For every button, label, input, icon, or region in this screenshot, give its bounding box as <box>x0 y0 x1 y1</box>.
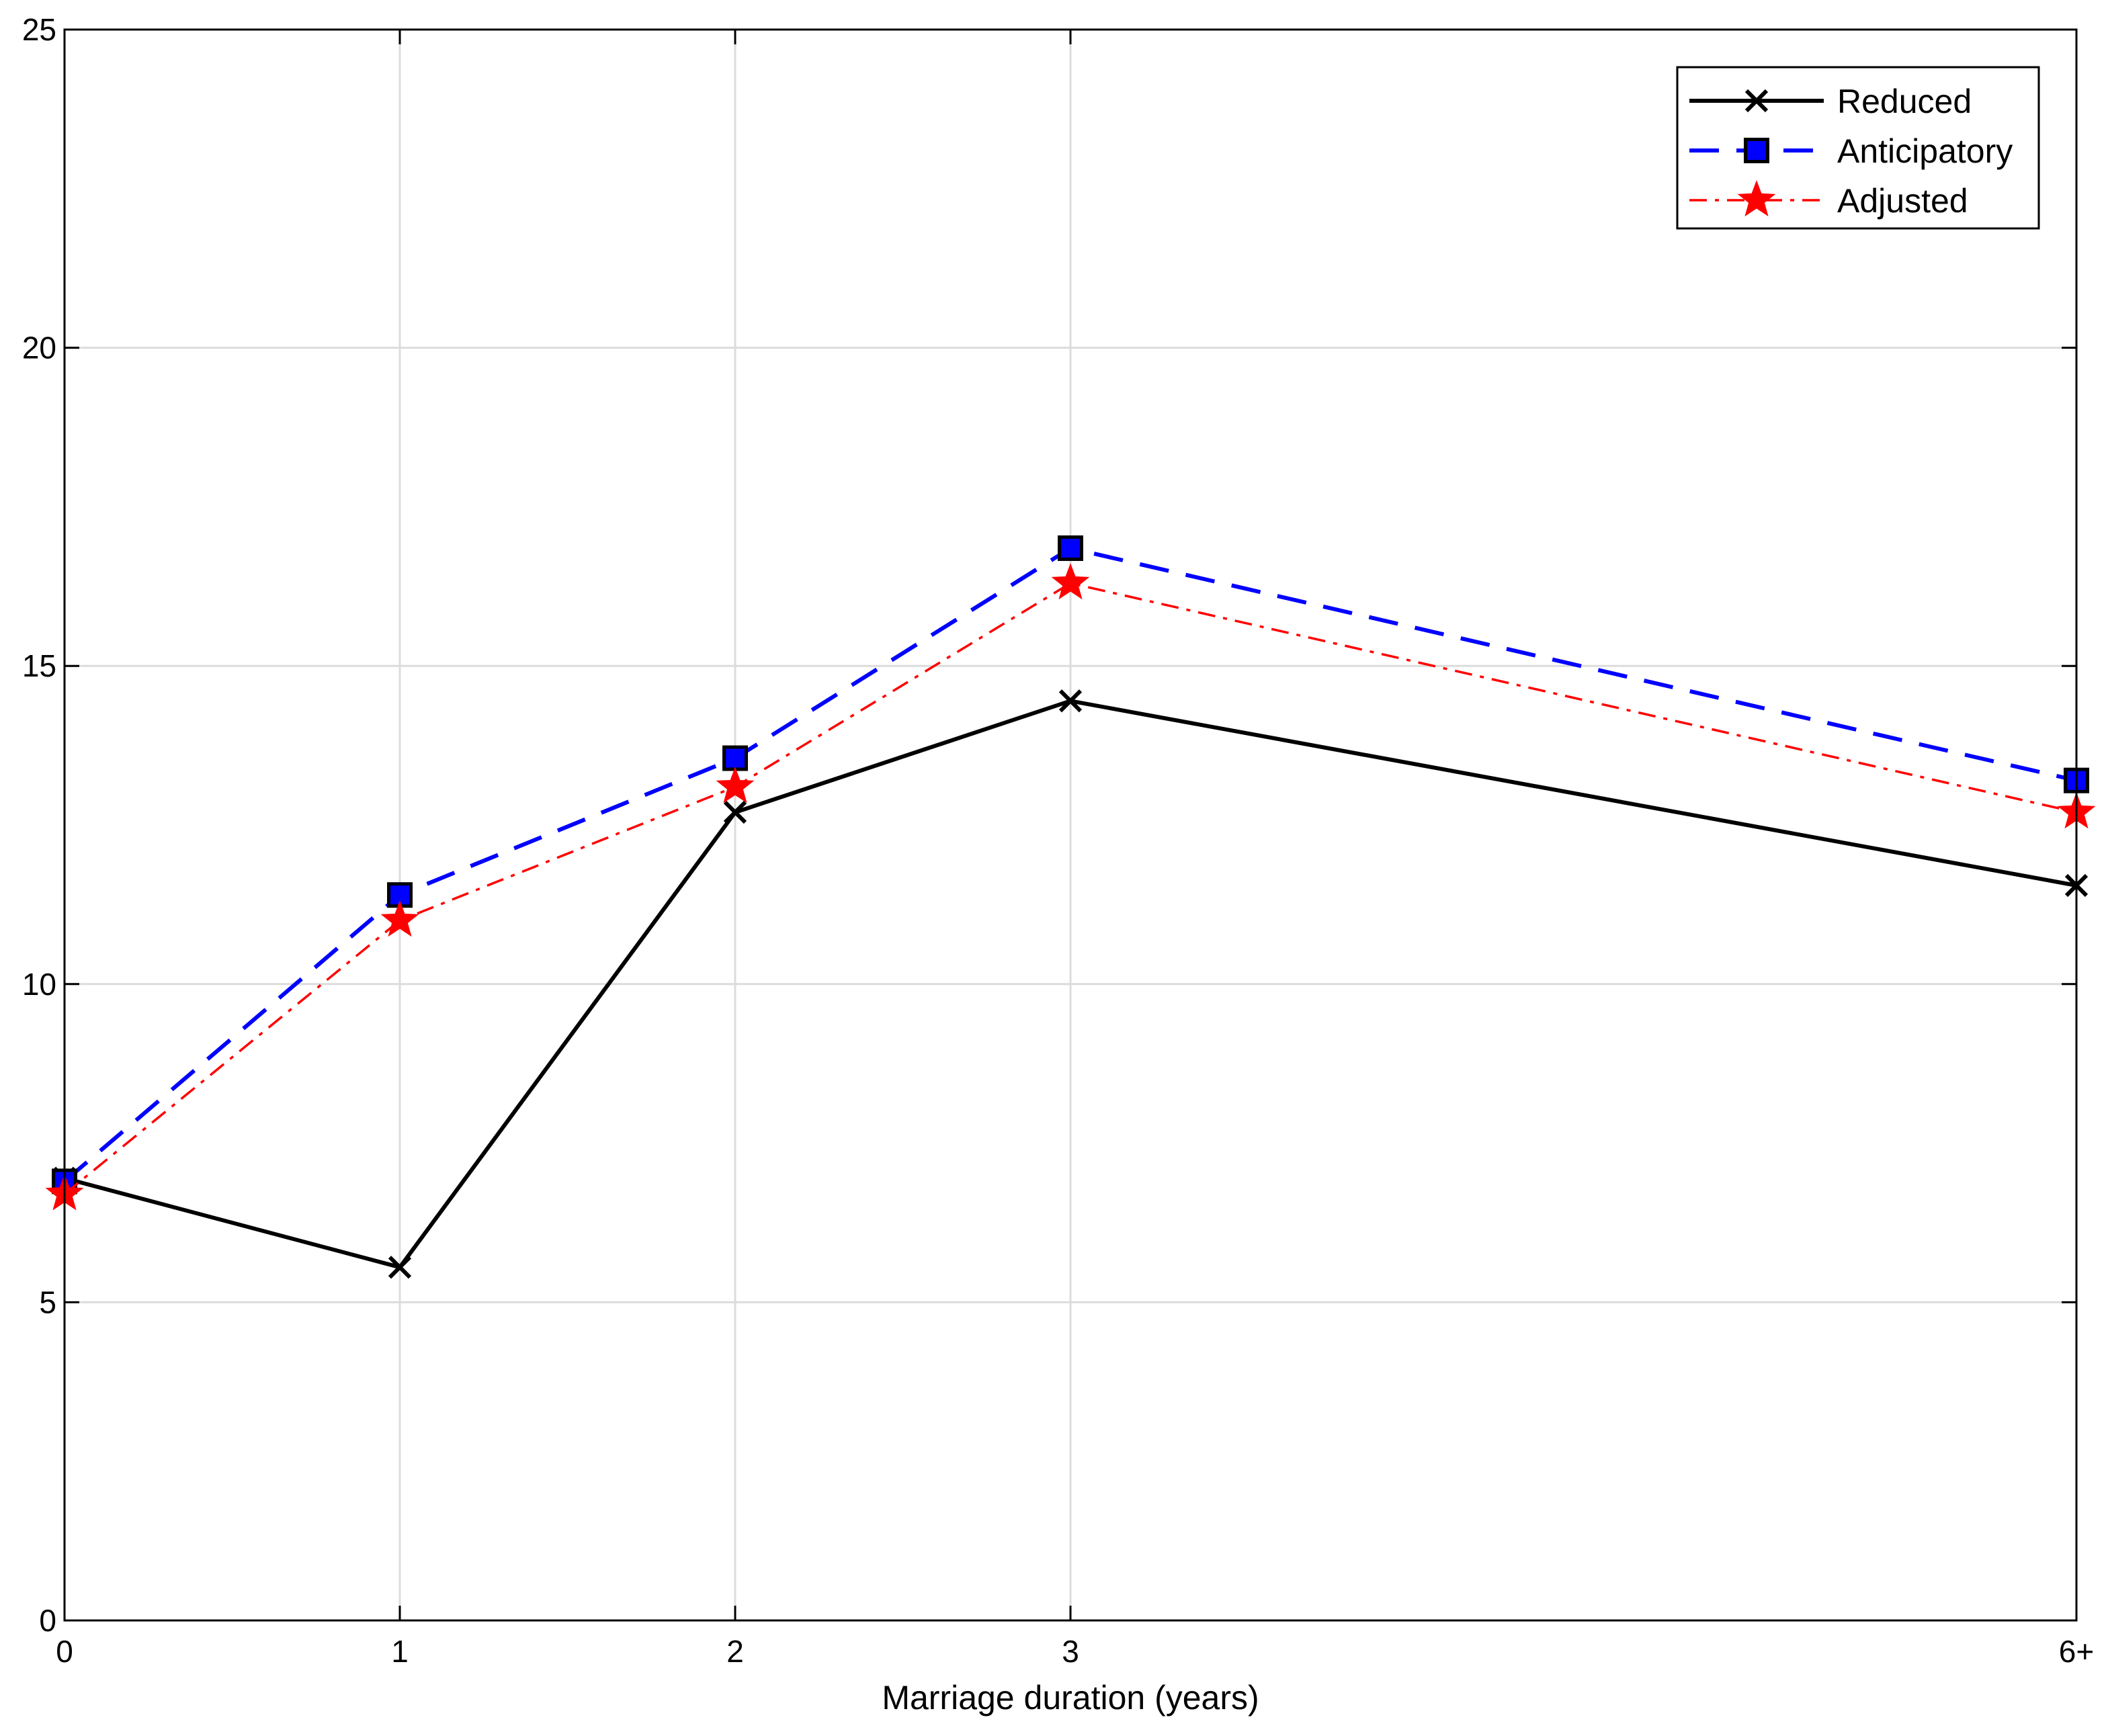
axis-ticks: 0 1 2 3 6+ 0 5 10 15 20 25 <box>22 12 2094 1669</box>
x-tick-label: 0 <box>56 1634 73 1669</box>
marker-square <box>1744 138 1769 163</box>
legend-entry-adjusted: Adjusted <box>1689 180 1968 220</box>
legend-entry-anticipatory: Anticipatory <box>1689 132 2013 170</box>
marker-square <box>722 745 748 771</box>
legend-label: Reduced <box>1837 83 1972 120</box>
x-axis-label: Marriage duration (years) <box>882 1679 1259 1717</box>
legend-label: Adjusted <box>1837 182 1968 220</box>
marker-star <box>716 767 755 804</box>
marker-star <box>1737 180 1776 217</box>
y-tick-label: 0 <box>39 1603 56 1638</box>
y-tick-label: 5 <box>39 1285 56 1319</box>
x-tick-label: 3 <box>1062 1634 1079 1669</box>
marker-x <box>1744 89 1769 113</box>
y-tick-label: 25 <box>22 12 56 47</box>
x-tick-label: 2 <box>726 1634 744 1669</box>
x-tick-label: 1 <box>391 1634 409 1669</box>
marker-square <box>1058 535 1083 561</box>
y-tick-label: 20 <box>22 331 56 365</box>
marker-x <box>388 1256 412 1279</box>
y-tick-label: 15 <box>22 648 56 683</box>
y-tick-label: 10 <box>22 967 56 1002</box>
legend: Reduced Anticipatory Adjusted <box>1676 66 2040 230</box>
marker-x <box>1058 689 1083 713</box>
legend-label: Anticipatory <box>1837 132 2013 170</box>
marker-star <box>380 900 419 937</box>
grid-lines <box>65 30 2076 1620</box>
x-tick-label: 6+ <box>2059 1634 2094 1669</box>
marker-star <box>1051 563 1090 600</box>
legend-box <box>1676 66 2040 230</box>
legend-entry-reduced: Reduced <box>1689 83 1972 120</box>
marker-x <box>723 800 747 824</box>
